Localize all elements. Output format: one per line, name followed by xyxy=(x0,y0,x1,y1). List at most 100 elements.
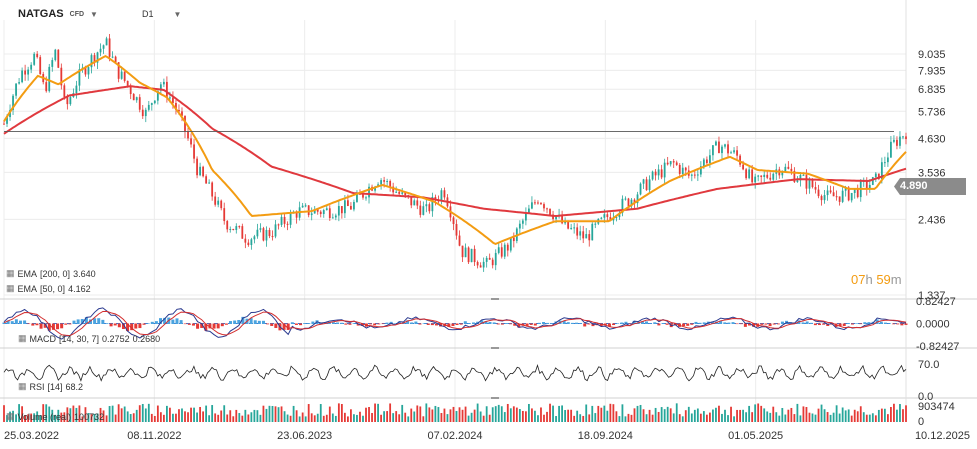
candle-body xyxy=(202,166,205,177)
symbol-label: NATGAS xyxy=(18,8,64,20)
volume-bar xyxy=(642,409,645,422)
volume-bar xyxy=(304,416,307,422)
macd-histogram-bar xyxy=(224,323,228,325)
legend-ema50[interactable]: ▦ EMA [50, 0] 4.162 xyxy=(6,283,91,294)
chevron-down-icon[interactable]: ▼ xyxy=(173,9,182,19)
macd-histogram-bar xyxy=(525,323,529,326)
volume-bar xyxy=(669,408,672,422)
macd-histogram-bar xyxy=(624,321,628,324)
volume-bar xyxy=(636,405,639,422)
macd-histogram-bar xyxy=(719,320,723,324)
volume-bar xyxy=(51,409,54,422)
legend-rsi[interactable]: ▦ RSI [14] 68.2 xyxy=(18,381,83,392)
candle-body xyxy=(247,242,250,246)
macd-histogram-bar xyxy=(587,323,591,325)
grid-icon[interactable]: ▦ xyxy=(6,268,15,278)
macd-histogram-bar xyxy=(307,323,311,324)
volume-bar xyxy=(428,407,431,422)
macd-histogram-bar xyxy=(117,323,121,328)
candle-body xyxy=(814,187,817,190)
countdown-minutes: 59 xyxy=(876,272,891,287)
instrument-header[interactable]: NATGAS CFD ▼ xyxy=(18,6,98,22)
macd-histogram-bar xyxy=(233,320,237,324)
volume-bar xyxy=(452,406,455,422)
volume-bar xyxy=(105,415,108,422)
volume-bar xyxy=(190,407,192,422)
macd-tick-label: 0.82427 xyxy=(916,296,956,308)
macd-histogram-bar xyxy=(237,319,241,324)
timeframe-label: D1 xyxy=(142,9,154,19)
candle-body xyxy=(12,95,14,110)
candle-body xyxy=(440,190,443,201)
macd-histogram-bar xyxy=(542,322,546,324)
candle-body xyxy=(347,200,349,206)
volume-bar xyxy=(558,405,560,422)
y-axis-labels: 9.035 7.935 6.835 5.736 4.630 3.536 2.436 1.337… xyxy=(916,49,959,428)
date-tick-label: 01.05.2025 xyxy=(728,430,783,442)
volume-bar xyxy=(356,414,358,422)
volume-bar xyxy=(244,409,247,422)
volume-bar xyxy=(627,413,630,422)
macd-histogram-bar xyxy=(801,322,805,324)
macd-histogram-bar xyxy=(261,320,265,324)
grid-icon[interactable]: ▦ xyxy=(18,381,27,391)
grid-icon[interactable]: ▦ xyxy=(18,333,27,343)
legend-macd[interactable]: ▦ MACD [14, 30, 7] 0.2752 0.2680 xyxy=(18,333,160,344)
candle-body xyxy=(781,171,784,176)
candle-body xyxy=(467,247,470,263)
candle-body xyxy=(392,186,395,193)
volume-bar xyxy=(709,412,711,422)
macd-histogram-bar xyxy=(813,323,817,326)
macd-tick-label: -0.82427 xyxy=(916,341,959,353)
macd-histogram-bar xyxy=(850,323,854,325)
macd-histogram-bar xyxy=(888,323,892,324)
macd-histogram-bar xyxy=(60,323,64,329)
volume-bar xyxy=(75,407,78,422)
timeframe-selector[interactable]: D1 ▼ xyxy=(142,6,181,22)
candle-body xyxy=(431,196,434,212)
grid-icon[interactable]: ▦ xyxy=(6,283,15,293)
macd-histogram-bar xyxy=(900,323,904,326)
legend-volume-label: Volume (real) xyxy=(17,411,72,422)
macd-histogram-bar xyxy=(698,322,702,324)
macd-histogram-bar xyxy=(130,323,134,331)
candle-body xyxy=(271,236,274,238)
grid-icon[interactable]: ▦ xyxy=(6,411,15,421)
candle-body xyxy=(896,139,898,146)
macd-histogram-bar xyxy=(109,323,113,327)
volume-bar xyxy=(899,404,901,422)
candle-body xyxy=(464,247,467,258)
volume-bar xyxy=(705,414,708,422)
volume-bar xyxy=(169,407,171,422)
volume-bar xyxy=(223,405,226,422)
volume-bar xyxy=(350,409,352,422)
candle-body xyxy=(162,81,165,85)
candle-body xyxy=(485,257,488,262)
macd-histogram-bar xyxy=(88,319,92,324)
volume-bar xyxy=(760,405,763,422)
candle-body xyxy=(699,166,702,175)
chevron-down-icon[interactable]: ▼ xyxy=(90,9,98,19)
candle-body xyxy=(528,208,530,213)
volume-bar xyxy=(730,406,732,422)
volume-bar xyxy=(543,414,545,422)
macd-histogram-bar xyxy=(731,322,735,324)
candle-body xyxy=(648,179,651,191)
candle-body xyxy=(419,205,422,215)
legend-macd-params: [14, 30, 7] xyxy=(59,333,100,344)
candle-body xyxy=(880,162,883,180)
volume-bar xyxy=(271,405,274,422)
legend-ema200[interactable]: ▦ EMA [200, 0] 3.640 xyxy=(6,268,96,279)
volume-bar xyxy=(96,413,99,422)
volume-bar xyxy=(591,405,594,422)
candle-body xyxy=(129,85,132,95)
candle-body xyxy=(899,136,901,146)
candle-body xyxy=(105,38,108,46)
macd-histogram-bar xyxy=(492,322,496,324)
volume-bar xyxy=(135,409,138,422)
legend-volume[interactable]: ▦ Volume (real) 100732 xyxy=(6,411,104,422)
volume-bar xyxy=(235,409,238,422)
candle-body xyxy=(491,259,494,266)
volume-bar xyxy=(524,411,527,422)
